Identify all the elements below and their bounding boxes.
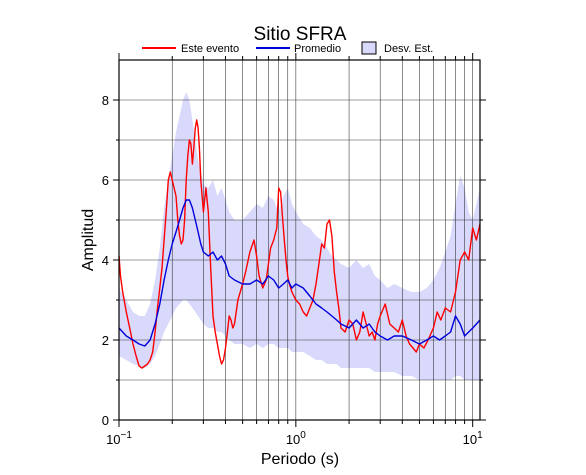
legend-std-swatch: [361, 41, 377, 55]
legend-std-label: Desv. Est.: [384, 43, 433, 55]
plot-area: [118, 59, 481, 421]
y-tick-label: 8: [102, 93, 109, 108]
grid: [118, 60, 480, 420]
std-band: [119, 92, 480, 380]
mean-series-line: [118, 199, 481, 347]
y-tick-label: 6: [102, 173, 109, 188]
x-tick-label: 101: [463, 430, 483, 447]
legend: Este evento Promedio Desv. Est.: [142, 41, 433, 55]
x-axis-label: Periodo (s): [261, 451, 339, 468]
y-tick-label: 4: [102, 253, 109, 268]
x-axis: 10−1 100 101: [106, 53, 483, 447]
x-tick-label: 100: [286, 430, 306, 447]
event-series-line: [118, 119, 481, 369]
y-axis-label: Amplitud: [80, 209, 97, 271]
legend-event-label: Este evento: [181, 43, 239, 55]
x-tick-label: 10−1: [106, 430, 132, 447]
plot-frame: [118, 59, 481, 421]
y-tick-label: 0: [102, 413, 109, 428]
legend-mean-label: Promedio: [294, 43, 341, 55]
y-tick-label: 2: [102, 333, 109, 348]
chart-title: Sitio SFRA: [254, 24, 347, 45]
y-axis: 0 2 4 6 8: [102, 93, 486, 428]
